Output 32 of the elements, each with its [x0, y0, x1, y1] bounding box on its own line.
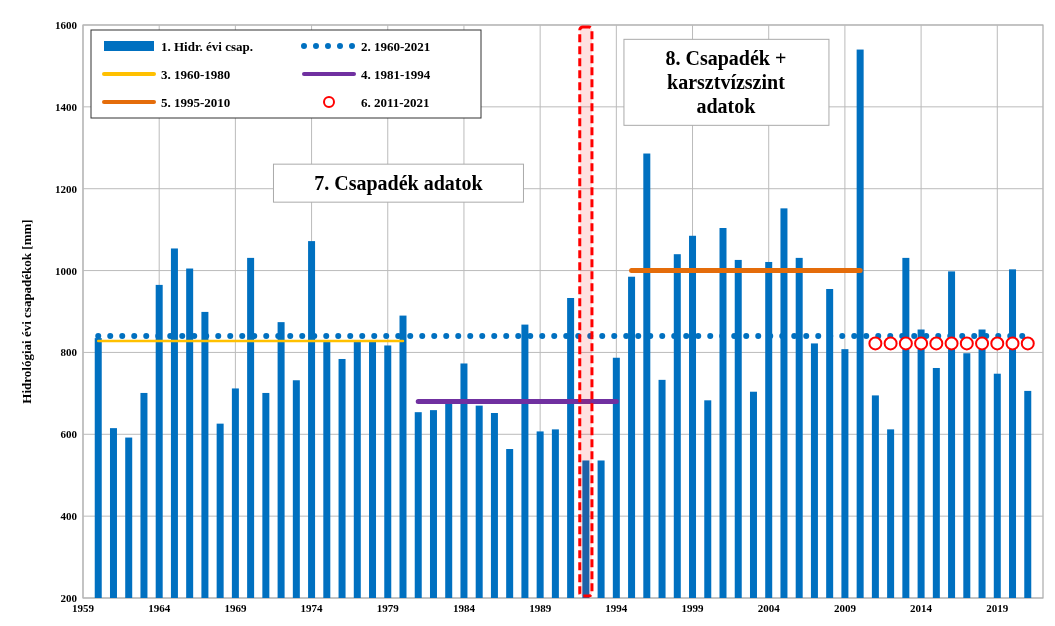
- legend-label: 2. 1960-2021: [361, 39, 431, 54]
- legend-label: 6. 2011-2021: [361, 95, 430, 110]
- annotation: 7. Csapadék adatok: [314, 172, 484, 196]
- legend-label: 4. 1981-1994: [361, 67, 431, 82]
- y-tick-label: 600: [60, 428, 78, 441]
- x-tick-label: 2014: [910, 602, 933, 614]
- x-tick-label: 2009: [833, 602, 857, 614]
- x-tick-label: 1979: [376, 602, 400, 614]
- text-box: 8. Csapadék + karsztvízszint adatok: [623, 38, 830, 126]
- x-tick-label: 1984: [452, 602, 476, 614]
- y-tick-label: 800: [60, 346, 78, 359]
- x-tick-label: 1994: [605, 602, 628, 614]
- x-tick-label: 2019: [986, 602, 1009, 614]
- x-tick-label: 1964: [148, 602, 171, 614]
- y-tick-label: 1000: [55, 264, 78, 277]
- text-box: 7. Csapadék adatok: [273, 163, 524, 203]
- y-tick-label: 200: [60, 592, 78, 604]
- legend-label: 3. 1960-1980: [161, 67, 231, 82]
- y-tick-label: 1600: [55, 19, 78, 31]
- legend-label: 5. 1995-2010: [161, 95, 231, 110]
- annotation: 8. Csapadék + karsztvízszint adatok: [665, 47, 787, 118]
- y-tick-label: 1400: [55, 100, 78, 113]
- x-tick-label: 1989: [529, 602, 552, 614]
- x-tick-label: 1974: [300, 602, 324, 614]
- y-tick-label: 400: [60, 510, 78, 523]
- x-tick-label: 1999: [681, 602, 705, 614]
- x-tick-label: 2004: [757, 602, 781, 614]
- legend-label: 1. Hidr. évi csap.: [161, 39, 253, 54]
- y-axis-title: Hidrológiai évi csapadékok [mm]: [19, 219, 34, 404]
- x-tick-label: 1969: [224, 602, 247, 614]
- x-tick-label: 1959: [72, 602, 95, 614]
- y-tick-label: 1200: [55, 182, 78, 195]
